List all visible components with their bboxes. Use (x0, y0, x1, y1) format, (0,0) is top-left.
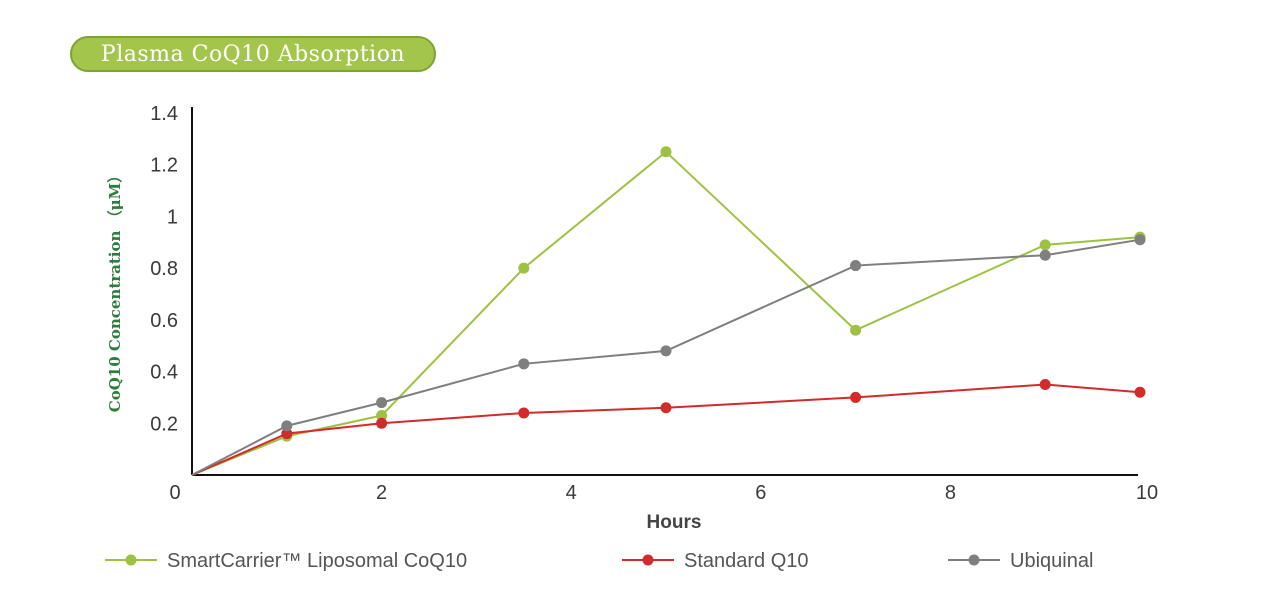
legend-swatch-marker (642, 554, 654, 566)
x-tick-label: 8 (945, 482, 956, 504)
series-line (191, 150, 1141, 476)
legend-swatch-marker (125, 554, 137, 566)
data-point (1134, 234, 1146, 246)
legend-label: Ubiquinal (1010, 550, 1093, 572)
data-point (1134, 386, 1146, 398)
data-point (1039, 249, 1051, 261)
x-tick-label: 2 (376, 482, 387, 504)
y-tick-label: 1.4 (150, 103, 178, 125)
series-line (191, 238, 1141, 476)
y-tick-label: 1.2 (150, 155, 178, 177)
x-axis-label: Hours (647, 512, 702, 533)
data-point (376, 417, 388, 429)
x-tick-label: 10 (1136, 482, 1158, 504)
legend-item: Ubiquinal (948, 550, 1093, 572)
y-axis-label: CoQ10 Concentration （μM） (106, 168, 124, 412)
legend-swatch-marker (968, 554, 980, 566)
legend-label: SmartCarrier™ Liposomal CoQ10 (167, 550, 467, 572)
x-tick-label: 4 (566, 482, 577, 504)
data-point (850, 324, 862, 336)
legend-label: Standard Q10 (684, 550, 809, 572)
legend-item: SmartCarrier™ Liposomal CoQ10 (105, 550, 467, 572)
legend-item: Standard Q10 (622, 550, 809, 572)
series-2 (191, 379, 1146, 476)
data-point (850, 260, 862, 272)
y-tick-label: 0.6 (150, 310, 178, 332)
data-point (660, 146, 672, 158)
series-1 (191, 146, 1146, 476)
x-tick-label: 0 (169, 482, 180, 504)
data-point (1039, 379, 1051, 390)
chart-title: Plasma CoQ10 Absorption (70, 36, 436, 72)
y-tick-label: 0.2 (150, 413, 178, 435)
data-point (518, 407, 530, 419)
data-point (660, 402, 672, 414)
data-point (518, 358, 530, 370)
data-point (376, 397, 388, 409)
y-axis-title: CoQ10 Concentration （μM） (106, 168, 124, 412)
data-point (281, 428, 293, 440)
data-point (376, 410, 388, 422)
data-point (1039, 239, 1051, 251)
data-point (850, 391, 862, 403)
data-point (660, 345, 672, 357)
y-tick-label: 0.8 (150, 258, 178, 280)
data-point (281, 420, 293, 432)
series-3 (191, 234, 1146, 476)
x-tick-label: 6 (755, 482, 766, 504)
y-tick-label: 0.4 (150, 362, 178, 384)
series-line (191, 383, 1141, 476)
data-point (518, 262, 530, 274)
y-tick-label: 1 (167, 206, 178, 228)
